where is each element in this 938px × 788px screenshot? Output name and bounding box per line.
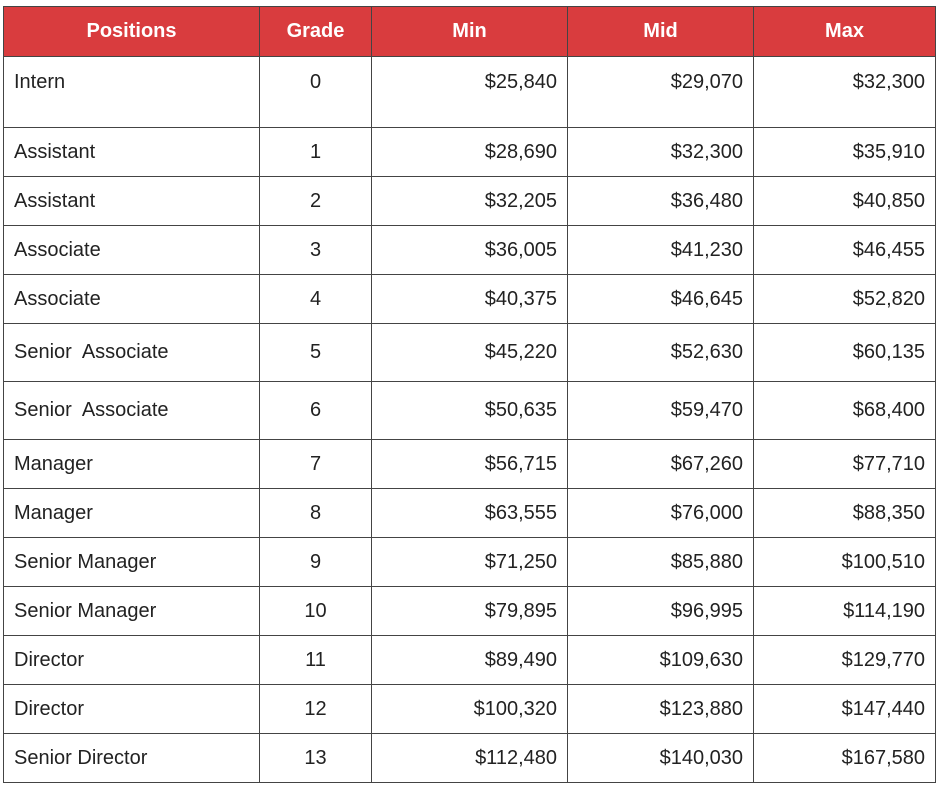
position-cell: Senior Manager — [3, 586, 260, 636]
max-cell: $114,190 — [753, 586, 936, 636]
table-row: Manager 8 $63,555 $76,000 $88,350 — [3, 488, 936, 538]
header-row: Positions Grade Min Mid Max — [3, 6, 936, 57]
max-cell: $88,350 — [753, 488, 936, 538]
table-row: Senior Manager 9 $71,250 $85,880 $100,51… — [3, 537, 936, 587]
position-cell: Intern — [3, 56, 260, 128]
position-cell: Associate — [3, 225, 260, 275]
grade-cell: 12 — [259, 684, 372, 734]
table-row: Assistant 1 $28,690 $32,300 $35,910 — [3, 127, 936, 177]
position-cell: Assistant — [3, 176, 260, 226]
grade-cell: 5 — [259, 323, 372, 382]
grade-cell: 11 — [259, 635, 372, 685]
min-cell: $89,490 — [371, 635, 568, 685]
header-max: Max — [753, 6, 936, 57]
table-row: Manager 7 $56,715 $67,260 $77,710 — [3, 439, 936, 489]
position-cell: Senior Manager — [3, 537, 260, 587]
max-cell: $68,400 — [753, 381, 936, 440]
grade-cell: 2 — [259, 176, 372, 226]
grade-cell: 10 — [259, 586, 372, 636]
max-cell: $46,455 — [753, 225, 936, 275]
position-cell: Manager — [3, 439, 260, 489]
mid-cell: $109,630 — [567, 635, 754, 685]
max-cell: $52,820 — [753, 274, 936, 324]
table-body: Intern 0 $25,840 $29,070 $32,300 Assista… — [3, 56, 936, 783]
max-cell: $40,850 — [753, 176, 936, 226]
max-cell: $147,440 — [753, 684, 936, 734]
min-cell: $71,250 — [371, 537, 568, 587]
table-header: Positions Grade Min Mid Max — [3, 6, 936, 57]
grade-cell: 6 — [259, 381, 372, 440]
grade-cell: 9 — [259, 537, 372, 587]
mid-cell: $123,880 — [567, 684, 754, 734]
grade-cell: 7 — [259, 439, 372, 489]
min-cell: $56,715 — [371, 439, 568, 489]
position-cell: Director — [3, 684, 260, 734]
max-cell: $35,910 — [753, 127, 936, 177]
position-cell: Senior Director — [3, 733, 260, 783]
header-positions: Positions — [3, 6, 260, 57]
mid-cell: $41,230 — [567, 225, 754, 275]
table-row: Associate 4 $40,375 $46,645 $52,820 — [3, 274, 936, 324]
min-cell: $40,375 — [371, 274, 568, 324]
min-cell: $25,840 — [371, 56, 568, 128]
min-cell: $28,690 — [371, 127, 568, 177]
header-mid: Mid — [567, 6, 754, 57]
min-cell: $63,555 — [371, 488, 568, 538]
position-cell: Director — [3, 635, 260, 685]
mid-cell: $76,000 — [567, 488, 754, 538]
position-cell: Senior Associate — [3, 381, 260, 440]
max-cell: $77,710 — [753, 439, 936, 489]
min-cell: $100,320 — [371, 684, 568, 734]
table-row: Senior Associate 5 $45,220 $52,630 $60,1… — [3, 323, 936, 382]
table-row: Senior Manager 10 $79,895 $96,995 $114,1… — [3, 586, 936, 636]
mid-cell: $52,630 — [567, 323, 754, 382]
header-grade: Grade — [259, 6, 372, 57]
min-cell: $32,205 — [371, 176, 568, 226]
max-cell: $167,580 — [753, 733, 936, 783]
mid-cell: $59,470 — [567, 381, 754, 440]
min-cell: $45,220 — [371, 323, 568, 382]
position-cell: Assistant — [3, 127, 260, 177]
header-min: Min — [371, 6, 568, 57]
max-cell: $100,510 — [753, 537, 936, 587]
table-row: Intern 0 $25,840 $29,070 $32,300 — [3, 56, 936, 128]
min-cell: $50,635 — [371, 381, 568, 440]
mid-cell: $67,260 — [567, 439, 754, 489]
position-cell: Senior Associate — [3, 323, 260, 382]
table-row: Assistant 2 $32,205 $36,480 $40,850 — [3, 176, 936, 226]
grade-cell: 3 — [259, 225, 372, 275]
table-row: Senior Director 13 $112,480 $140,030 $16… — [3, 733, 936, 783]
grade-cell: 13 — [259, 733, 372, 783]
min-cell: $112,480 — [371, 733, 568, 783]
position-cell: Associate — [3, 274, 260, 324]
min-cell: $79,895 — [371, 586, 568, 636]
mid-cell: $140,030 — [567, 733, 754, 783]
mid-cell: $36,480 — [567, 176, 754, 226]
table-row: Associate 3 $36,005 $41,230 $46,455 — [3, 225, 936, 275]
grade-cell: 0 — [259, 56, 372, 128]
table-row: Senior Associate 6 $50,635 $59,470 $68,4… — [3, 381, 936, 440]
position-cell: Manager — [3, 488, 260, 538]
mid-cell: $29,070 — [567, 56, 754, 128]
mid-cell: $32,300 — [567, 127, 754, 177]
mid-cell: $96,995 — [567, 586, 754, 636]
max-cell: $32,300 — [753, 56, 936, 128]
mid-cell: $85,880 — [567, 537, 754, 587]
max-cell: $129,770 — [753, 635, 936, 685]
mid-cell: $46,645 — [567, 274, 754, 324]
table-row: Director 12 $100,320 $123,880 $147,440 — [3, 684, 936, 734]
grade-cell: 8 — [259, 488, 372, 538]
grade-cell: 1 — [259, 127, 372, 177]
grade-cell: 4 — [259, 274, 372, 324]
salary-grade-table: Positions Grade Min Mid Max Intern 0 $25… — [3, 6, 936, 783]
table-row: Director 11 $89,490 $109,630 $129,770 — [3, 635, 936, 685]
min-cell: $36,005 — [371, 225, 568, 275]
max-cell: $60,135 — [753, 323, 936, 382]
